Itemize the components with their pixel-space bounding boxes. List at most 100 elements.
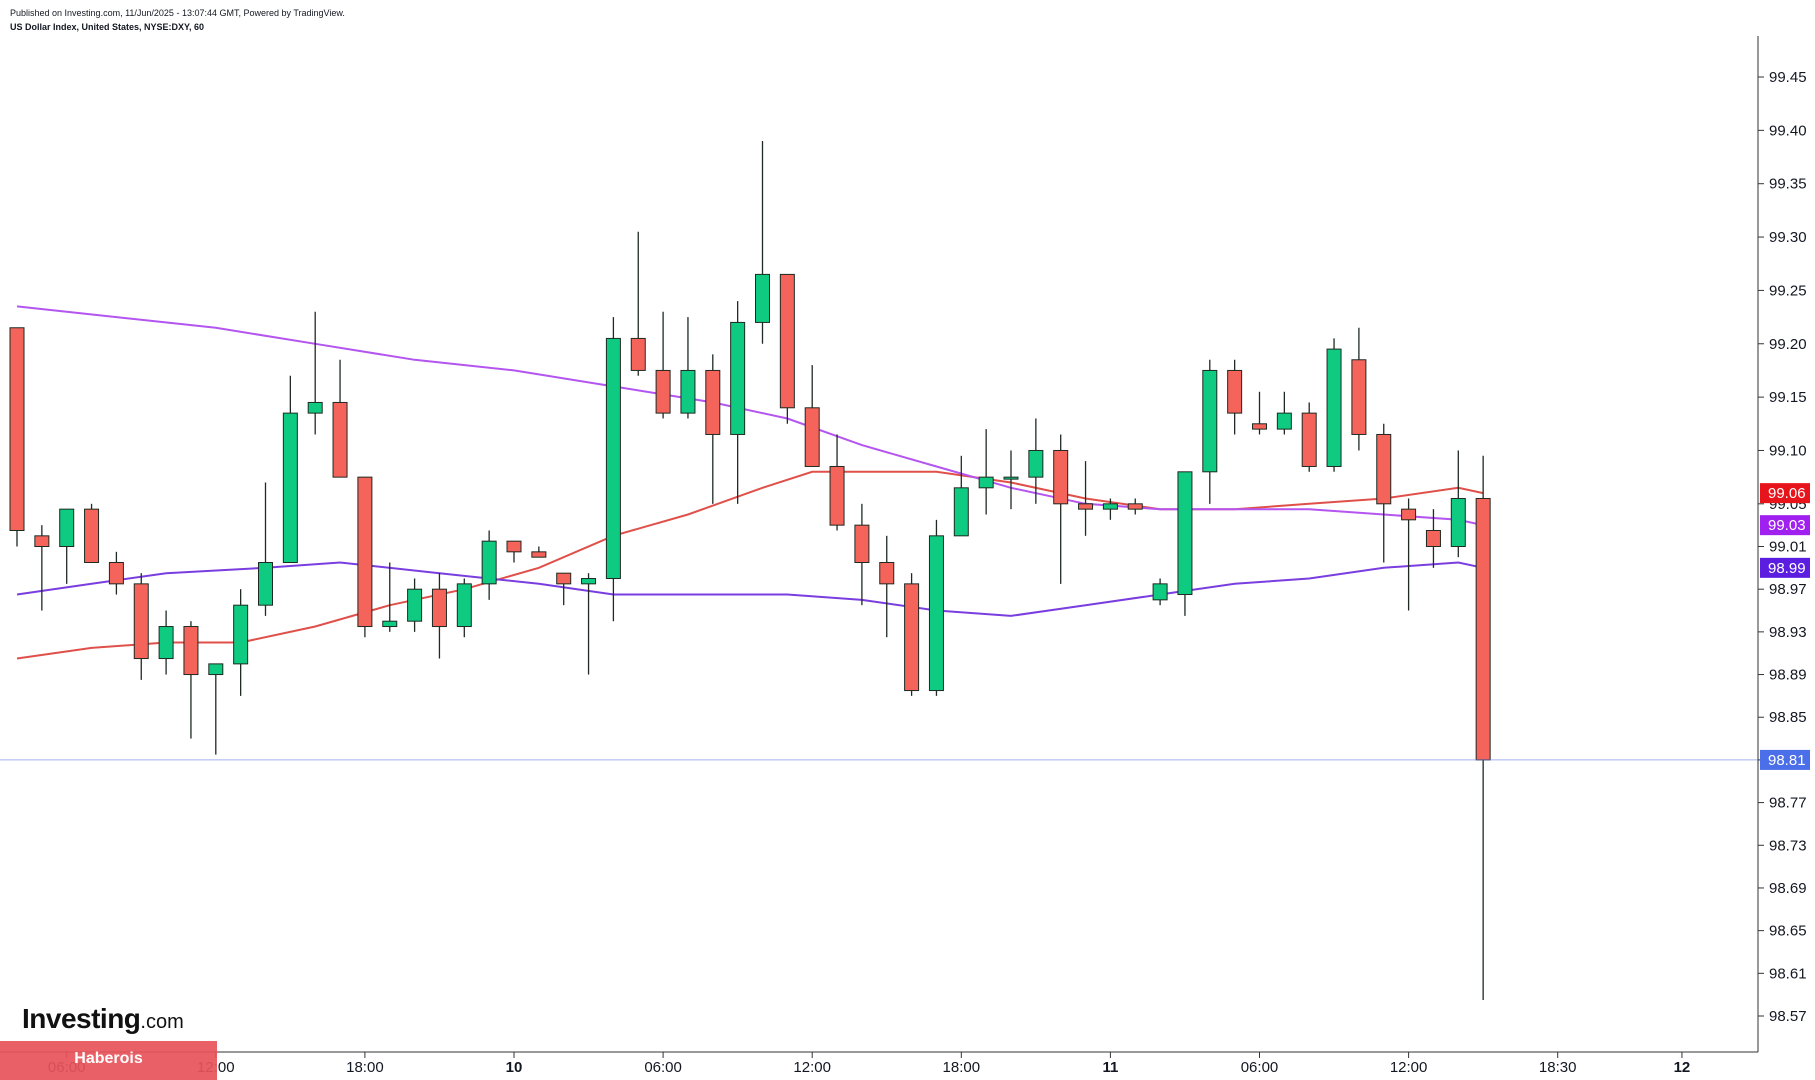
candle <box>1078 461 1094 536</box>
symbol-title: US Dollar Index, United States, NYSE:DXY… <box>10 22 205 32</box>
candle <box>208 663 224 755</box>
candle-body-down <box>84 508 100 564</box>
candle-body-down <box>108 562 124 585</box>
candle <box>581 573 597 675</box>
candle-body-down <box>332 401 348 478</box>
candle-body-down <box>34 535 50 547</box>
candle-body-up <box>258 562 273 606</box>
candle-body-down <box>904 583 920 692</box>
candle-body-up <box>755 273 770 323</box>
candle-body-up <box>456 583 472 628</box>
candle-body-up <box>1450 497 1466 547</box>
candle-body-up <box>1152 583 1168 601</box>
candle-body-down <box>1053 449 1069 505</box>
candle-body-down <box>630 337 646 371</box>
candle-body-down <box>1475 497 1491 761</box>
candle-body-up <box>928 535 944 692</box>
candle-body-up <box>680 369 696 414</box>
candle <box>630 231 646 376</box>
x-tick-label: 18:30 <box>1539 1059 1577 1076</box>
candle-body-down <box>431 588 447 628</box>
candle-body-up <box>158 626 174 660</box>
y-tick-label: 98.97 <box>1769 581 1807 598</box>
candle <box>556 572 572 606</box>
price-badge-bg <box>1760 483 1810 504</box>
y-tick-label: 99.10 <box>1769 442 1807 459</box>
candle <box>307 311 323 435</box>
logo-suffix: .com <box>140 1011 184 1033</box>
candle <box>431 573 447 659</box>
candle-body-down <box>183 626 199 676</box>
candle <box>605 317 621 622</box>
price-badge-bg <box>1760 557 1810 578</box>
candle-body-down <box>1401 508 1417 521</box>
candle-body-up <box>1102 503 1118 510</box>
candle-body-down <box>879 562 895 585</box>
watermark-bar: Haberois <box>0 1041 217 1080</box>
candle-body-up <box>605 337 621 580</box>
watermark-label: Haberois <box>74 1050 143 1067</box>
x-tick-label: 12 <box>1674 1059 1691 1076</box>
candle <box>1401 498 1417 611</box>
x-axis: 06:0012:0018:001006:0012:0018:001106:001… <box>48 1052 1690 1076</box>
candle-body-down <box>705 369 721 435</box>
candle <box>59 508 75 584</box>
y-tick-label: 99.40 <box>1769 122 1807 139</box>
y-tick-label: 99.25 <box>1769 282 1807 299</box>
candle-body-up <box>233 604 249 665</box>
candle <box>953 455 969 537</box>
candle <box>928 519 944 696</box>
candle <box>1202 359 1218 504</box>
candle-body-down <box>779 273 795 409</box>
candle <box>1102 498 1118 520</box>
candle <box>1227 359 1243 435</box>
candle <box>183 621 199 739</box>
candle-body-up <box>953 487 969 537</box>
price-badge: 98.99 <box>1760 557 1810 578</box>
candle-body-up <box>407 588 423 622</box>
candle <box>1177 471 1193 616</box>
candles <box>9 141 1491 1000</box>
y-tick-label: 99.30 <box>1769 229 1807 246</box>
candle <box>9 327 25 547</box>
candle <box>233 589 249 696</box>
candle-body-down <box>804 407 820 467</box>
candle <box>1053 434 1069 584</box>
candle <box>804 365 820 467</box>
investing-logo: Investing.com <box>22 1003 184 1035</box>
candle-body-down <box>531 551 547 558</box>
candle-body-up <box>1202 369 1218 473</box>
candle <box>854 503 870 606</box>
candle <box>108 551 124 595</box>
candle-body-down <box>655 369 671 414</box>
candle <box>1425 509 1441 568</box>
candle-body-down <box>357 476 373 628</box>
candle <box>1152 578 1168 606</box>
candle-body-down <box>1252 423 1267 430</box>
price-badge-label: 98.81 <box>1768 752 1806 769</box>
candle <box>158 610 174 675</box>
y-tick-label: 98.57 <box>1769 1008 1807 1025</box>
candle <box>1475 455 1491 1000</box>
y-axis: 99.45 99.40 99.35 99.30 99.25 99.20 99.15 99.10… <box>1758 69 1807 1025</box>
candle <box>730 301 746 504</box>
price-badge-bg <box>1760 749 1810 770</box>
candle <box>332 359 348 478</box>
price-badge-label: 99.06 <box>1768 485 1806 502</box>
y-tick-label: 99.20 <box>1769 336 1807 353</box>
x-tick-label: 06:00 <box>1241 1059 1279 1076</box>
price-badge: 99.06 <box>1760 483 1810 504</box>
candle <box>282 375 298 564</box>
candle-body-up <box>978 476 994 489</box>
candle <box>1252 391 1267 435</box>
candle <box>978 429 994 515</box>
candle <box>506 540 522 563</box>
candle <box>382 562 398 632</box>
candle-body-up <box>1028 449 1044 478</box>
candle-body-up <box>59 508 75 548</box>
published-note: Published on Investing.com, 11/Jun/2025 … <box>10 8 345 18</box>
candle <box>904 573 920 696</box>
y-tick-label: 98.93 <box>1769 624 1807 641</box>
candle-body-up <box>208 663 224 676</box>
